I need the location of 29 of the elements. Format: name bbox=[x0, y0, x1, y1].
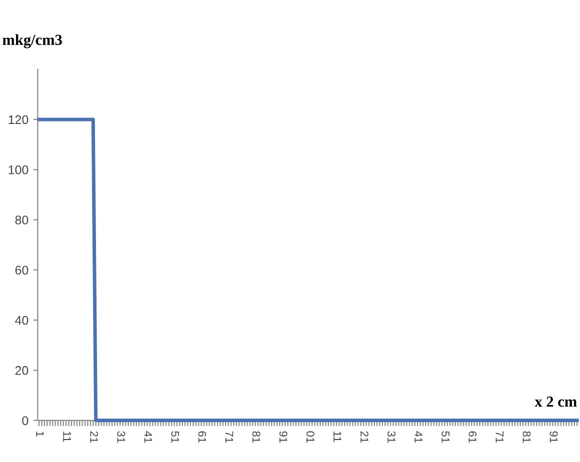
x-tick-label: 81 bbox=[252, 431, 260, 443]
y-tick-label: 60 bbox=[15, 266, 28, 275]
x-tick-label: 41 bbox=[144, 431, 152, 443]
y-axis-title: mkg/cm3 bbox=[2, 34, 62, 48]
x-tick-label: 1 bbox=[36, 432, 44, 436]
x-tick-label: 21 bbox=[90, 431, 98, 443]
y-tick-label: 100 bbox=[8, 165, 28, 174]
x-tick-label: 71 bbox=[496, 431, 504, 443]
x-tick-label: 01 bbox=[306, 431, 314, 443]
x-tick-label: 11 bbox=[63, 432, 71, 442]
x-tick-label: 81 bbox=[522, 431, 531, 443]
x-tick-label: 91 bbox=[550, 431, 558, 443]
x-tick-label: 91 bbox=[279, 431, 288, 443]
x-tick-label: 31 bbox=[388, 431, 396, 443]
x-tick-label: 41 bbox=[414, 431, 422, 443]
x-axis-title: x 2 cm bbox=[534, 396, 577, 407]
x-tick-label: 11 bbox=[334, 432, 342, 442]
x-tick-label: 21 bbox=[360, 431, 368, 443]
x-tick-label: 71 bbox=[225, 431, 234, 443]
x-tick-label: 61 bbox=[198, 431, 206, 443]
y-tick-label: 40 bbox=[15, 316, 28, 325]
x-tick-label: 61 bbox=[468, 431, 477, 443]
y-tick-label: 120 bbox=[8, 115, 28, 124]
y-tick-label: 20 bbox=[15, 366, 28, 375]
y-tick-label: 0 bbox=[22, 416, 28, 426]
x-tick-label: 51 bbox=[171, 431, 180, 443]
x-tick-label: 31 bbox=[117, 431, 126, 443]
x-tick-label: 51 bbox=[442, 431, 450, 443]
y-tick-label: 80 bbox=[15, 216, 28, 224]
